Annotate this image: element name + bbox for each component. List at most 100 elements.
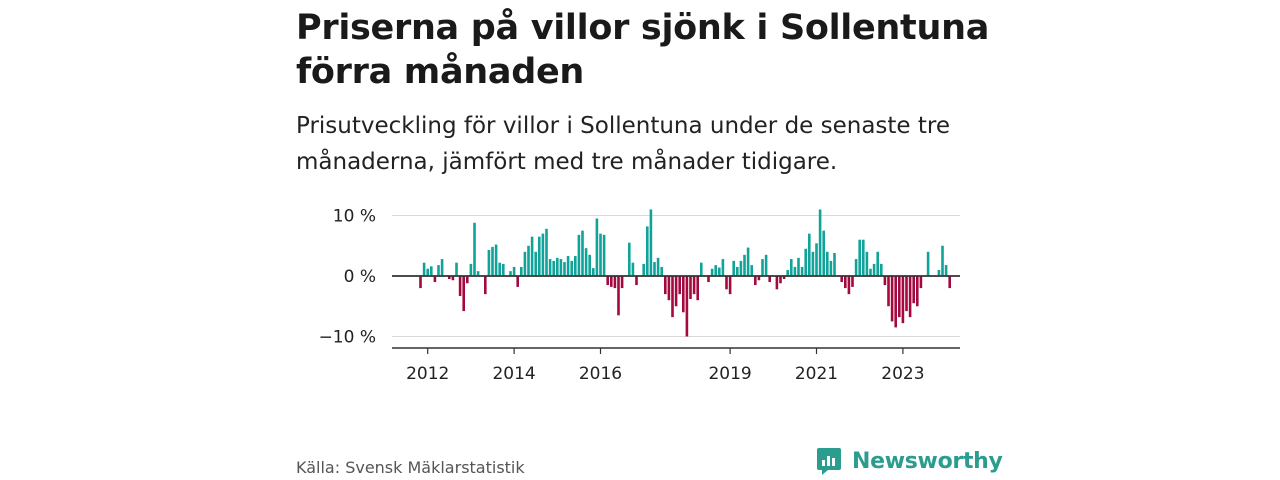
- bar: [808, 233, 811, 276]
- bar: [620, 276, 624, 289]
- bar: [689, 276, 692, 299]
- bar: [944, 265, 948, 276]
- bar: [790, 259, 793, 276]
- bar: [775, 276, 779, 290]
- bar: [919, 276, 923, 289]
- bar: [822, 230, 825, 277]
- bar: [876, 251, 879, 276]
- chart-title: Priserna på villor sjönk i Sollentuna fö…: [296, 8, 990, 92]
- bar: [548, 259, 552, 276]
- bar: [786, 269, 789, 276]
- bar: [502, 263, 505, 276]
- bar: [646, 226, 649, 276]
- bar: [642, 263, 645, 276]
- bar: [566, 256, 570, 276]
- bar: [664, 276, 667, 295]
- bar: [700, 262, 703, 276]
- bar: [563, 262, 566, 276]
- bar: [912, 276, 915, 304]
- bar: [804, 248, 807, 276]
- bar: [692, 276, 696, 295]
- bar: [570, 260, 573, 277]
- bar: [811, 251, 815, 276]
- bar: [800, 266, 804, 276]
- y-tick-label: −10 %: [319, 328, 376, 348]
- bar: [469, 263, 473, 276]
- bar: [854, 259, 858, 276]
- bar: [916, 276, 919, 307]
- bar: [937, 269, 941, 276]
- bar: [487, 249, 491, 276]
- bar: [491, 246, 494, 276]
- x-tick-label: 2014: [492, 364, 535, 384]
- bar: [721, 259, 725, 276]
- bar: [782, 276, 786, 280]
- bar: [628, 242, 631, 276]
- bar: [530, 236, 534, 276]
- bar: [534, 251, 537, 276]
- bar: [941, 245, 944, 276]
- bar: [498, 262, 501, 276]
- x-tick-label: 2023: [881, 364, 924, 384]
- bar: [761, 259, 764, 276]
- bar: [862, 239, 865, 276]
- bar: [494, 244, 498, 276]
- bar: [484, 276, 487, 295]
- bar: [541, 233, 545, 276]
- bar: [440, 259, 444, 276]
- bar: [714, 265, 717, 276]
- newsworthy-logo-icon: [817, 448, 841, 475]
- bar: [869, 268, 872, 276]
- bar: [844, 276, 847, 289]
- bar: [865, 251, 869, 276]
- bar: [466, 276, 469, 284]
- bar: [739, 260, 743, 277]
- bar: [818, 209, 822, 276]
- bar: [696, 276, 699, 301]
- y-tick-label: 10 %: [333, 207, 376, 227]
- bar: [559, 259, 563, 276]
- bar: [754, 276, 757, 286]
- bar: [674, 276, 678, 307]
- bar: [833, 253, 836, 276]
- bar: [660, 266, 663, 276]
- bar: [606, 276, 609, 286]
- bar: [584, 248, 588, 276]
- bar: [599, 233, 602, 276]
- bar: [898, 276, 901, 318]
- bar: [847, 276, 851, 295]
- brand-logo: Newsworthy: [814, 446, 1003, 476]
- bars: [392, 209, 960, 337]
- bar: [509, 271, 512, 276]
- bar: [512, 266, 516, 276]
- x-tick-label: 2012: [406, 364, 449, 384]
- bar: [523, 251, 527, 276]
- bar: [545, 228, 548, 276]
- y-axis-labels: 10 % 0 % −10 %: [319, 207, 376, 348]
- bar: [887, 276, 890, 307]
- bar: [757, 276, 761, 281]
- bar: [779, 276, 782, 284]
- bar: [707, 276, 710, 283]
- x-tick-label: 2019: [708, 364, 751, 384]
- bar: [872, 263, 876, 276]
- bar: [890, 276, 894, 322]
- bar: [815, 243, 818, 276]
- brand-name: Newsworthy: [852, 448, 1003, 474]
- bar: [613, 276, 617, 289]
- x-axis: 2012 2014 2016 2019 2021 2023: [392, 347, 960, 384]
- bar: [926, 251, 930, 276]
- bar: [617, 276, 620, 316]
- source-note: Källa: Svensk Mäklarstatistik: [296, 458, 525, 477]
- bar: [743, 254, 746, 276]
- x-tick-label: 2021: [795, 364, 838, 384]
- bar: [422, 262, 426, 276]
- bar: [476, 271, 480, 276]
- bar: [656, 257, 660, 276]
- bar: [793, 266, 797, 276]
- bar: [437, 265, 440, 276]
- bar: [905, 276, 908, 312]
- bar: [948, 276, 951, 289]
- bar: [462, 276, 465, 312]
- bar: [880, 263, 883, 276]
